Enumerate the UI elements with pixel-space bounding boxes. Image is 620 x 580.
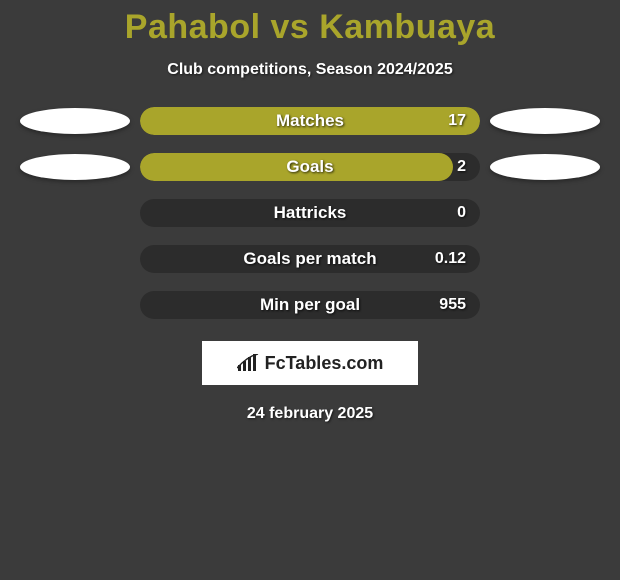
stat-label: Min per goal	[140, 291, 480, 319]
stat-pill: Matches17	[140, 107, 480, 135]
stat-value: 0	[457, 199, 466, 227]
stat-pill: Min per goal955	[140, 291, 480, 319]
left-spacer	[20, 292, 130, 318]
stat-label: Goals per match	[140, 245, 480, 273]
right-spacer	[490, 246, 600, 272]
stat-pill: Hattricks0	[140, 199, 480, 227]
right-spacer	[490, 200, 600, 226]
stat-value: 17	[448, 107, 466, 135]
infographic-root: Pahabol vs Kambuaya Club competitions, S…	[0, 0, 620, 580]
right-spacer	[490, 292, 600, 318]
stat-value: 955	[439, 291, 466, 319]
subtitle: Club competitions, Season 2024/2025	[167, 61, 452, 79]
bar-chart-icon	[237, 354, 259, 372]
brand-text: FcTables.com	[265, 353, 384, 374]
stat-row: Hattricks0	[0, 199, 620, 227]
stat-row: Goals per match0.12	[0, 245, 620, 273]
stat-value: 0.12	[435, 245, 466, 273]
stat-label: Goals	[140, 153, 480, 181]
brand-badge: FcTables.com	[202, 341, 418, 385]
stat-label: Hattricks	[140, 199, 480, 227]
left-spacer	[20, 200, 130, 226]
left-ellipse	[20, 108, 130, 134]
date-text: 24 february 2025	[247, 405, 373, 423]
stat-label: Matches	[140, 107, 480, 135]
page-title: Pahabol vs Kambuaya	[125, 8, 495, 47]
stat-value: 2	[457, 153, 466, 181]
stat-pill: Goals2	[140, 153, 480, 181]
stats-list: Matches17 Goals2 Hattricks0 Goals per match…	[0, 107, 620, 319]
stat-row: Matches17	[0, 107, 620, 135]
stat-pill: Goals per match0.12	[140, 245, 480, 273]
stat-row: Goals2	[0, 153, 620, 181]
left-spacer	[20, 246, 130, 272]
right-ellipse	[490, 108, 600, 134]
stat-row: Min per goal955	[0, 291, 620, 319]
left-ellipse	[20, 154, 130, 180]
right-ellipse	[490, 154, 600, 180]
